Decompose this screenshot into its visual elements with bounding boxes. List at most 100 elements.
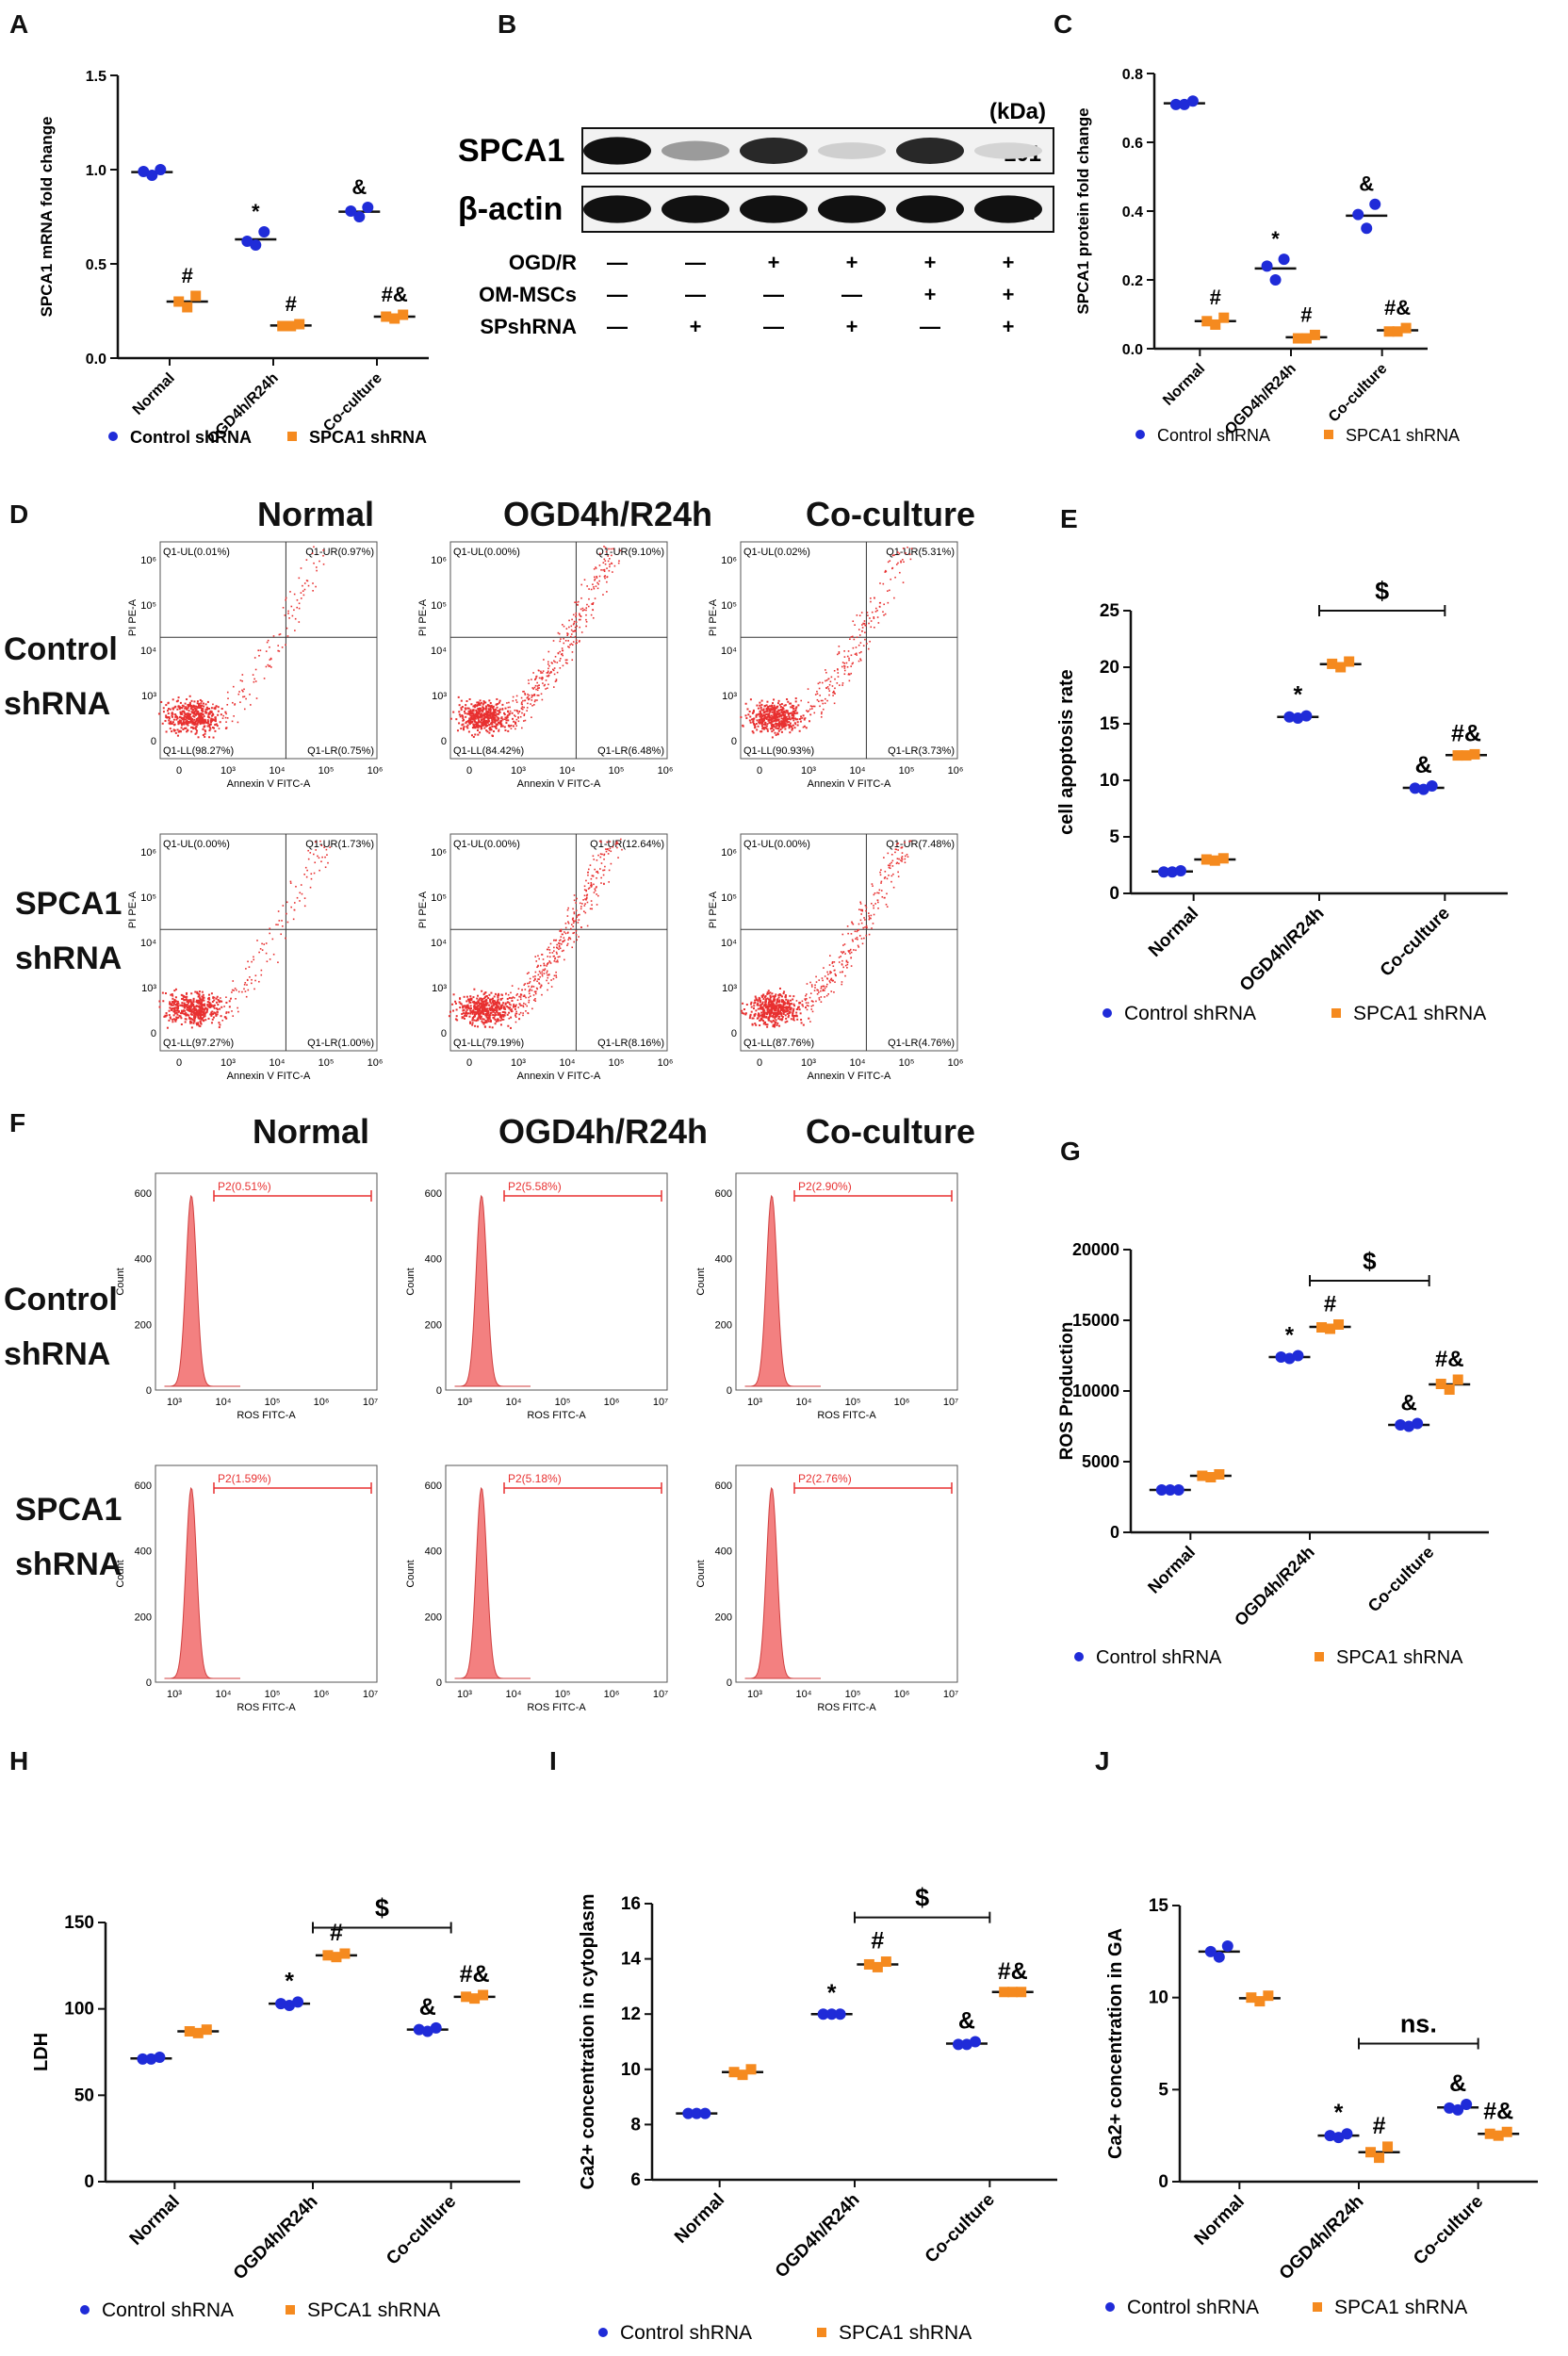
cell-dot <box>826 971 828 973</box>
cell-dot <box>617 857 619 859</box>
data-point-control <box>241 236 253 247</box>
cell-dot <box>546 972 548 974</box>
cell-dot <box>776 998 779 1001</box>
x-axis-label: ROS FITC-A <box>817 1702 876 1713</box>
cell-dot <box>542 958 545 960</box>
cell-dot <box>184 713 187 716</box>
cell-dot <box>773 998 776 1001</box>
cell-dot <box>858 928 860 931</box>
cell-dot <box>204 732 206 735</box>
cell-dot <box>767 1001 770 1004</box>
cell-dot <box>857 944 859 947</box>
cell-dot <box>786 710 789 712</box>
cell-dot <box>524 995 526 998</box>
cell-dot <box>478 1012 481 1015</box>
cell-dot <box>772 1013 775 1016</box>
cell-dot <box>771 705 774 708</box>
cell-dot <box>466 712 469 715</box>
cell-dot <box>607 848 609 850</box>
cell-dot <box>559 650 562 653</box>
cell-dot <box>512 695 514 698</box>
cell-dot <box>492 715 495 718</box>
cell-dot <box>493 717 496 720</box>
cell-dot <box>206 1005 209 1007</box>
cell-dot <box>822 990 825 992</box>
cell-dot <box>774 1007 776 1010</box>
legend-marker-spca1 <box>1331 1008 1341 1018</box>
cell-dot <box>769 991 772 994</box>
cell-dot <box>209 1006 212 1008</box>
cell-dot <box>896 551 899 553</box>
cell-dot <box>486 716 489 719</box>
cell-dot <box>201 1001 204 1004</box>
cell-dot <box>570 924 573 925</box>
cell-dot <box>795 1015 798 1018</box>
cell-dot <box>543 973 546 974</box>
cell-dot <box>260 969 263 972</box>
cell-dot <box>552 686 555 688</box>
cell-dot <box>277 910 280 912</box>
cell-dot <box>759 720 761 723</box>
cell-dot <box>172 721 174 724</box>
cell-dot <box>496 703 498 706</box>
cell-dot <box>782 992 785 995</box>
cell-dot <box>171 1008 173 1011</box>
cell-dot <box>202 734 204 737</box>
cell-dot <box>325 848 328 851</box>
cell-dot <box>861 624 863 626</box>
cell-dot <box>458 713 461 716</box>
cell-dot <box>190 726 193 728</box>
cell-dot <box>861 942 864 945</box>
cell-dot <box>781 727 784 729</box>
cell-dot <box>575 909 578 912</box>
cell-dot <box>179 707 182 710</box>
cell-dot <box>593 567 596 570</box>
cell-dot <box>843 665 846 667</box>
cell-dot <box>253 988 255 990</box>
cell-dot <box>190 719 193 722</box>
cell-dot <box>595 585 597 587</box>
cell-dot <box>469 709 472 712</box>
cell-dot <box>606 581 608 583</box>
cell-dot <box>477 1008 480 1011</box>
cell-dot <box>873 905 874 907</box>
cell-dot <box>792 1009 795 1012</box>
cell-dot <box>245 697 247 700</box>
gate-label: P2(0.51%) <box>218 1180 271 1193</box>
cell-dot <box>883 857 885 859</box>
cell-dot <box>180 716 183 719</box>
cell-dot <box>772 707 775 710</box>
cell-dot <box>890 875 893 877</box>
cell-dot <box>542 677 544 679</box>
cell-dot <box>309 852 312 854</box>
cell-dot <box>864 919 866 921</box>
cell-dot <box>757 1004 760 1006</box>
cell-dot <box>498 1001 500 1004</box>
cell-dot <box>208 723 211 726</box>
cell-dot <box>556 953 558 955</box>
cell-dot <box>171 730 173 733</box>
row-label-line2: shRNA <box>15 1546 122 1582</box>
cell-dot <box>232 701 234 704</box>
cell-dot <box>514 997 515 999</box>
cell-dot <box>515 725 517 727</box>
cell-dot <box>513 720 515 723</box>
cell-dot <box>482 723 485 726</box>
cell-dot <box>806 1004 808 1006</box>
cell-dot <box>795 712 798 714</box>
cell-dot <box>255 697 258 699</box>
cell-dot <box>220 713 222 716</box>
cell-dot <box>576 939 579 941</box>
cell-dot <box>780 721 783 724</box>
cell-dot <box>484 1021 487 1023</box>
cell-dot <box>528 682 530 685</box>
cell-dot <box>207 722 210 725</box>
cell-dot <box>504 716 507 719</box>
cell-dot <box>228 1006 231 1008</box>
cell-dot <box>537 955 539 957</box>
significance-mark: * <box>1271 227 1280 251</box>
cell-dot <box>526 1005 529 1007</box>
cell-dot <box>237 693 240 695</box>
cell-dot <box>493 714 496 717</box>
cell-dot <box>585 607 588 609</box>
